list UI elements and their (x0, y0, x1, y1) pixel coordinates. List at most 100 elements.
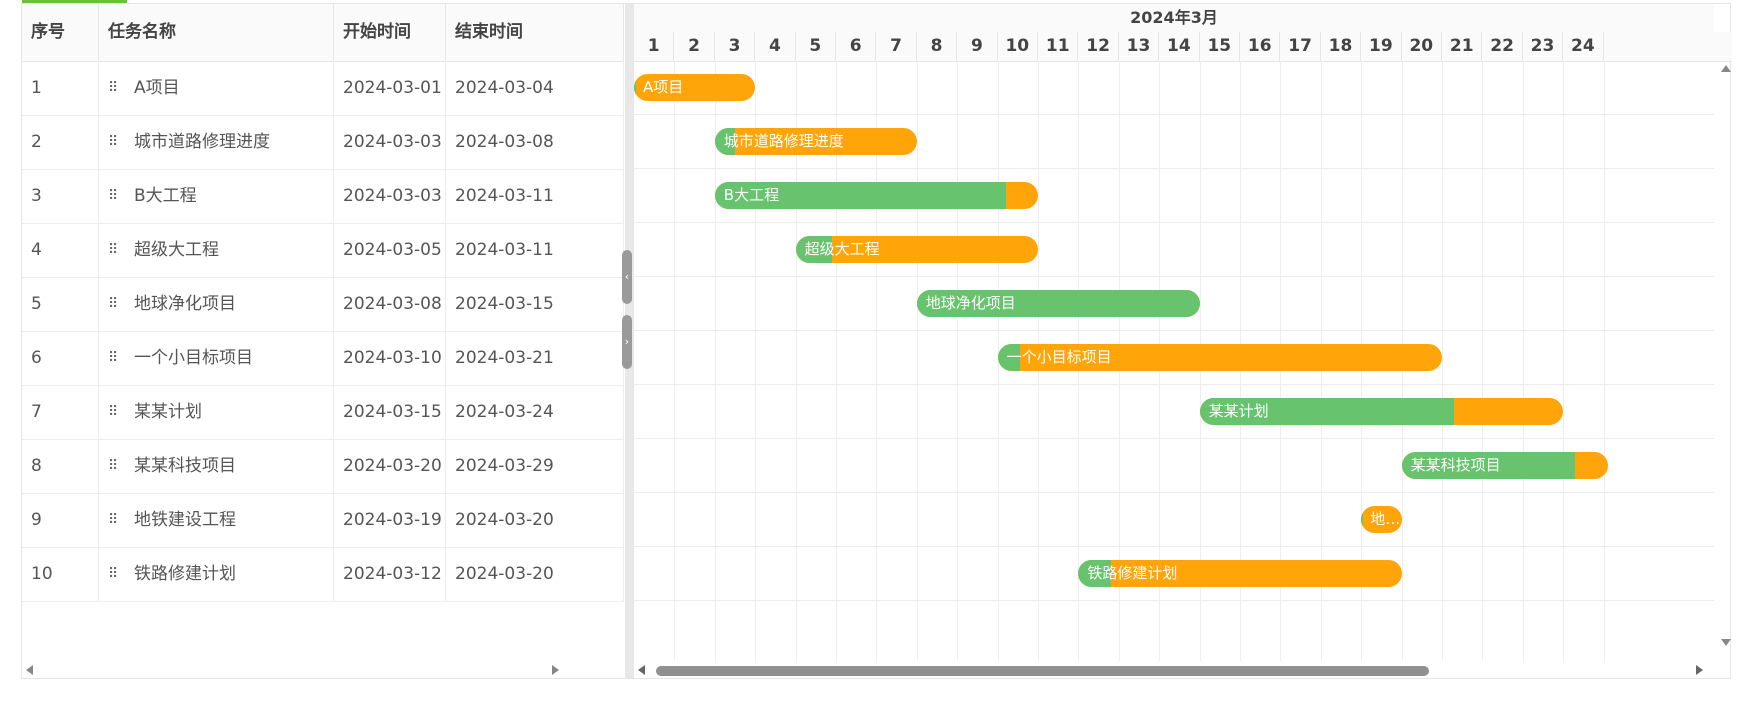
table-row[interactable]: 3 ⠿ B大工程 2024-03-03 2024-03-11 (22, 169, 624, 224)
cell-seq-text: 9 (31, 510, 42, 530)
task-bar[interactable]: 地… (1361, 506, 1402, 533)
cell-seq: 2 (22, 115, 99, 169)
cell-seq: 7 (22, 385, 99, 439)
cell-start-date: 2024-03-20 (334, 439, 446, 493)
table-row[interactable]: 4 ⠿ 超级大工程 2024-03-05 2024-03-11 (22, 223, 624, 278)
grid-column-line (714, 61, 716, 661)
cell-task-name-text: A项目 (134, 78, 180, 98)
task-bar-label: 城市道路修理进度 (723, 132, 844, 150)
task-bar[interactable]: 某某科技项目 (1401, 452, 1608, 479)
cell-start-date: 2024-03-15 (334, 385, 446, 439)
drag-handle-icon[interactable]: ⠿ (108, 512, 118, 528)
cell-task-name: ⠿ 地铁建设工程 (99, 493, 334, 547)
drag-handle-icon[interactable]: ⠿ (108, 566, 118, 582)
cell-seq-text: 4 (31, 240, 42, 260)
drag-handle-icon[interactable]: ⠿ (108, 188, 118, 204)
timeline-day-label: 19 (1361, 32, 1402, 61)
cell-end-date-text: 2024-03-11 (455, 186, 554, 206)
task-bar-label: 超级大工程 (804, 240, 880, 258)
timeline-horizontal-scrollbar[interactable] (634, 661, 1720, 679)
grid-column-line (1482, 61, 1484, 661)
cell-end-date: 2024-03-21 (446, 331, 624, 385)
task-bar[interactable]: 城市道路修理进度 (714, 128, 917, 155)
timeline-day-label: 9 (957, 32, 998, 61)
table-row[interactable]: 10 ⠿ 铁路修建计划 2024-03-12 2024-03-20 (22, 547, 624, 602)
grid-row-line (634, 438, 1714, 439)
cell-task-name: ⠿ 铁路修建计划 (99, 547, 334, 601)
task-bar[interactable]: 超级大工程 (795, 236, 1038, 263)
grid-row-line (634, 492, 1714, 493)
cell-end-date: 2024-03-15 (446, 277, 624, 331)
cell-start-date-text: 2024-03-08 (343, 294, 442, 314)
cell-task-name-text: B大工程 (134, 186, 197, 206)
cell-start-date: 2024-03-03 (334, 115, 446, 169)
drag-handle-icon[interactable]: ⠿ (108, 458, 118, 474)
task-table: 序号 任务名称 开始时间 结束时间 1 ⠿ A项目 2024-03-01 2024-03… (22, 4, 624, 678)
grid-column-line (1522, 61, 1524, 661)
cell-task-name: ⠿ A项目 (99, 61, 334, 115)
collapse-left-button[interactable]: ‹ (622, 250, 632, 304)
timeline-day-label: 23 (1523, 32, 1564, 61)
cell-end-date: 2024-03-20 (446, 493, 624, 547)
column-header-start[interactable]: 开始时间 (334, 4, 446, 61)
timeline-day-label: 10 (998, 32, 1038, 61)
timeline-day-label: 18 (1321, 32, 1362, 61)
column-header-seq[interactable]: 序号 (22, 4, 99, 61)
column-header-end[interactable]: 结束时间 (446, 4, 624, 61)
table-row[interactable]: 1 ⠿ A项目 2024-03-01 2024-03-04 (22, 61, 624, 116)
task-bar-progress (916, 290, 1200, 317)
expand-right-button[interactable]: › (622, 315, 632, 369)
cell-end-date-text: 2024-03-24 (455, 402, 554, 422)
cell-task-name: ⠿ 城市道路修理进度 (99, 115, 334, 169)
cell-seq: 4 (22, 223, 99, 277)
cell-task-name-text: 城市道路修理进度 (134, 132, 270, 152)
grid-column-line (916, 61, 918, 661)
drag-handle-icon[interactable]: ⠿ (108, 242, 118, 258)
task-bar[interactable]: A项目 (634, 74, 756, 101)
task-bar-progress (795, 236, 832, 263)
cell-end-date-text: 2024-03-04 (455, 78, 554, 98)
cell-task-name-text: 地球净化项目 (134, 294, 236, 314)
cell-seq-text: 1 (31, 78, 42, 98)
cell-start-date-text: 2024-03-10 (343, 348, 442, 368)
timeline-day-label: 20 (1402, 32, 1442, 61)
table-horizontal-scrollbar[interactable] (22, 661, 624, 679)
cell-seq-text: 2 (31, 132, 42, 152)
table-row[interactable]: 7 ⠿ 某某计划 2024-03-15 2024-03-24 (22, 385, 624, 440)
timeline-day-label: 3 (715, 32, 756, 61)
table-row[interactable]: 6 ⠿ 一个小目标项目 2024-03-10 2024-03-21 (22, 331, 624, 386)
task-bar[interactable]: 某某计划 (1199, 398, 1564, 425)
task-bar[interactable]: 一个小目标项目 (997, 344, 1442, 371)
cell-end-date-text: 2024-03-11 (455, 240, 554, 260)
drag-handle-icon[interactable]: ⠿ (108, 350, 118, 366)
gantt-chart: 序号 任务名称 开始时间 结束时间 1 ⠿ A项目 2024-03-01 2024-03… (21, 3, 1732, 679)
drag-handle-icon[interactable]: ⠿ (108, 404, 118, 420)
table-row[interactable]: 5 ⠿ 地球净化项目 2024-03-08 2024-03-15 (22, 277, 624, 332)
drag-handle-icon[interactable]: ⠿ (108, 296, 118, 312)
cell-seq: 8 (22, 439, 99, 493)
grid-row-line (634, 114, 1714, 115)
grid-row-line (634, 168, 1714, 169)
grid-column-line (1442, 61, 1443, 661)
timeline-vertical-scrollbar[interactable] (1720, 61, 1732, 661)
cell-seq: 6 (22, 331, 99, 385)
task-bar-label: 地… (1370, 510, 1401, 528)
task-bar[interactable]: 铁路修建计划 (1078, 560, 1402, 587)
cell-end-date-text: 2024-03-21 (455, 348, 554, 368)
cell-seq: 3 (22, 169, 99, 223)
cell-task-name: ⠿ 一个小目标项目 (99, 331, 334, 385)
task-bar[interactable]: B大工程 (714, 182, 1038, 209)
timeline-day-label: 16 (1240, 32, 1281, 61)
cell-task-name: ⠿ B大工程 (99, 169, 334, 223)
table-row[interactable]: 8 ⠿ 某某科技项目 2024-03-20 2024-03-29 (22, 439, 624, 494)
table-row[interactable]: 2 ⠿ 城市道路修理进度 2024-03-03 2024-03-08 (22, 115, 624, 170)
task-bar[interactable]: 地球净化项目 (916, 290, 1200, 317)
grid-column-line (795, 61, 797, 661)
task-bar-progress (634, 74, 637, 101)
timeline-scroll-thumb[interactable] (656, 666, 1429, 676)
drag-handle-icon[interactable]: ⠿ (108, 134, 118, 150)
table-row[interactable]: 9 ⠿ 地铁建设工程 2024-03-19 2024-03-20 (22, 493, 624, 548)
drag-handle-icon[interactable]: ⠿ (108, 80, 118, 96)
cell-end-date: 2024-03-08 (446, 115, 624, 169)
column-header-name[interactable]: 任务名称 (99, 4, 334, 61)
